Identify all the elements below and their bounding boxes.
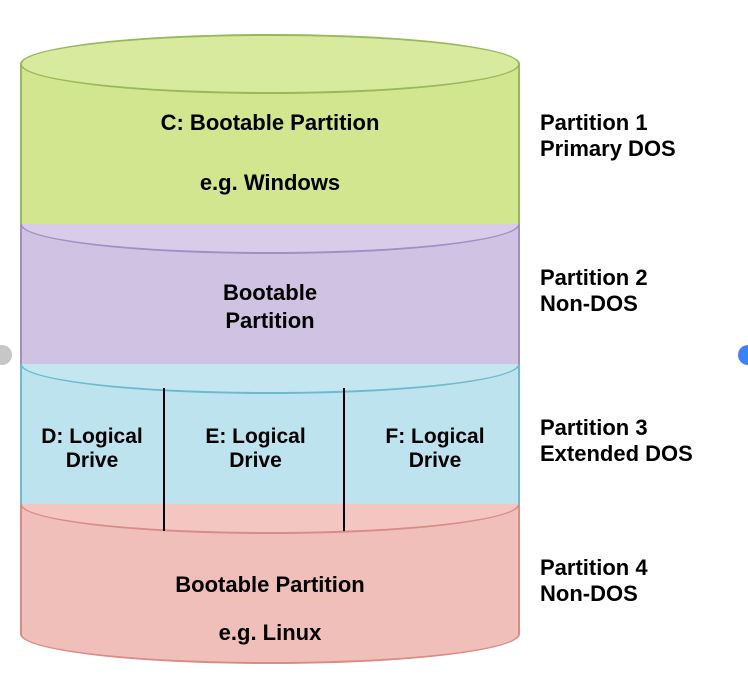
partition-4-subtitle: e.g. Linux xyxy=(20,620,520,646)
logical-f-line1: F: Logical xyxy=(385,425,484,448)
logical-d-line2: Drive xyxy=(66,449,119,472)
side-3-line2: Extended DOS xyxy=(540,441,693,466)
carousel-next-icon[interactable] xyxy=(738,345,748,365)
partition-1-subtitle: e.g. Windows xyxy=(20,170,520,196)
side-2-line1: Partition 2 xyxy=(540,265,648,290)
side-label-2: Partition 2 Non-DOS xyxy=(540,265,740,317)
partition-2-title: Bootable xyxy=(20,280,520,306)
partition-2-subtitle: Partition xyxy=(20,308,520,334)
logical-d-line1: D: Logical xyxy=(41,425,143,448)
logical-e-line2: Drive xyxy=(229,449,282,472)
side-1-line1: Partition 1 xyxy=(540,110,648,135)
partition-4-title: Bootable Partition xyxy=(20,572,520,598)
logical-f-line2: Drive xyxy=(409,449,462,472)
side-2-line2: Non-DOS xyxy=(540,291,638,316)
side-3-line1: Partition 3 xyxy=(540,415,648,440)
carousel-prev-icon[interactable] xyxy=(0,345,12,365)
side-label-1: Partition 1 Primary DOS xyxy=(540,110,740,162)
side-label-3: Partition 3 Extended DOS xyxy=(540,415,740,467)
side-4-line1: Partition 4 xyxy=(540,555,648,580)
logical-drive-f: F: Logical Drive xyxy=(352,425,518,473)
side-4-line2: Non-DOS xyxy=(540,581,638,606)
side-1-line2: Primary DOS xyxy=(540,136,676,161)
logical-drive-e: E: Logical Drive xyxy=(168,425,343,473)
side-label-4: Partition 4 Non-DOS xyxy=(540,555,740,607)
logical-divider-1 xyxy=(163,388,165,531)
partition-1-title: C: Bootable Partition xyxy=(20,110,520,136)
logical-divider-2 xyxy=(343,388,345,531)
partition-1-top xyxy=(20,34,520,94)
logical-e-line1: E: Logical xyxy=(205,425,305,448)
logical-drive-d: D: Logical Drive xyxy=(22,425,162,473)
disk-partition-diagram: C: Bootable Partition e.g. Windows Boota… xyxy=(0,0,748,677)
